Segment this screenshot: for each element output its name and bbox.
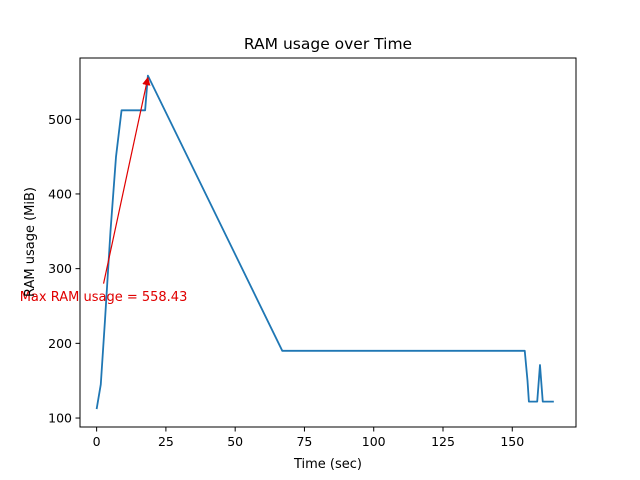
x-tick-label: 150 — [500, 434, 524, 449]
max-annotation-arrow — [102, 76, 151, 284]
y-tick-label: 400 — [48, 186, 72, 201]
y-axis-label: RAM usage (MiB) — [23, 187, 38, 297]
x-tick-label: 125 — [431, 434, 455, 449]
y-tick-label: 300 — [48, 261, 72, 276]
y-tick-label: 500 — [48, 112, 72, 127]
x-axis-label: Time (sec) — [293, 457, 362, 472]
chart-title: RAM usage over Time — [244, 35, 412, 53]
x-tick-label: 100 — [362, 434, 386, 449]
y-axis-ticks: 100 200 300 400 500 — [48, 112, 80, 426]
y-tick-label: 100 — [48, 411, 72, 426]
x-tick-label: 0 — [93, 434, 101, 449]
ram-usage-series-line — [95, 74, 554, 410]
max-annotation-text: Max RAM usage = 558.43 — [20, 290, 188, 305]
plot-area-frame — [79, 57, 577, 428]
y-tick-label: 200 — [48, 336, 72, 351]
x-tick-label: 75 — [296, 434, 312, 449]
x-tick-label: 25 — [158, 434, 174, 449]
x-axis-ticks: 0 25 50 75 100 125 150 — [93, 427, 524, 449]
x-tick-label: 50 — [227, 434, 243, 449]
